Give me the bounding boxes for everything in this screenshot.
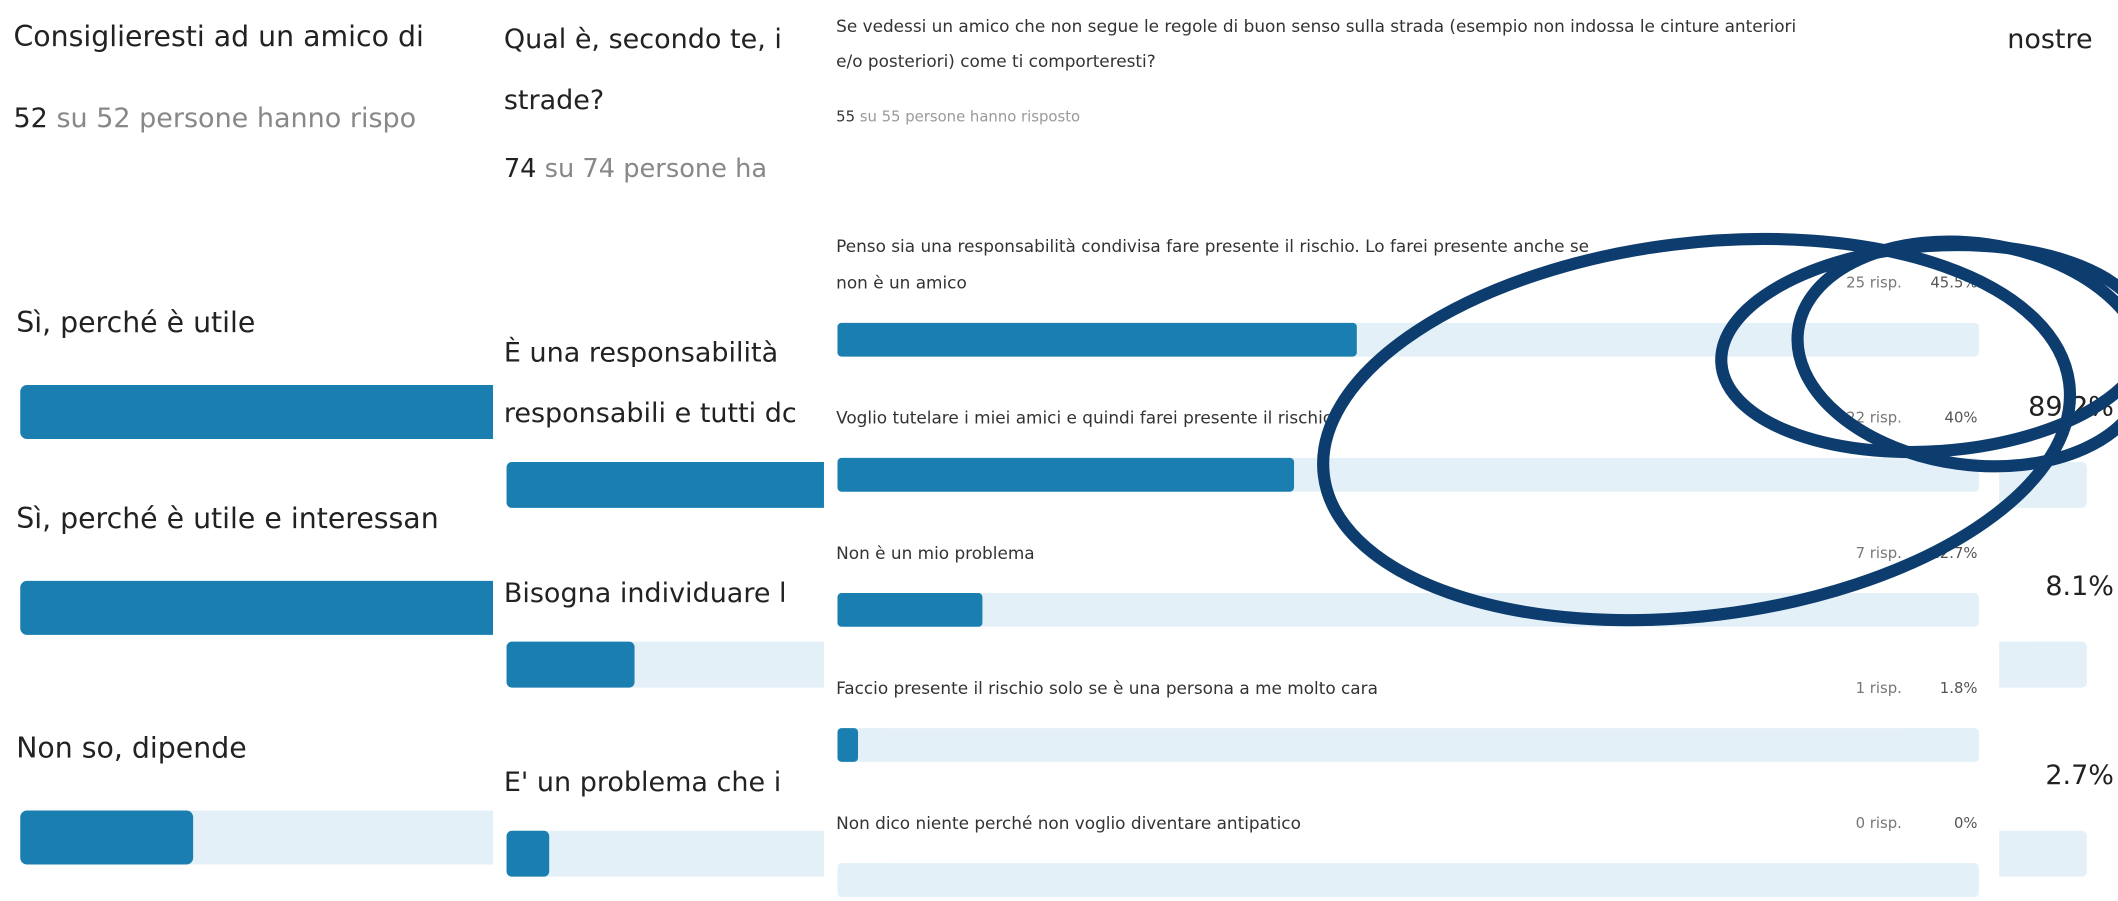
- question-title-end: nostre: [2007, 24, 2092, 55]
- response-count: 22 risp.: [1846, 409, 1902, 427]
- question-title: Qual è, secondo te, i: [504, 24, 782, 55]
- response-count: 1 risp.: [1856, 679, 1902, 697]
- response-count: 7 risp.: [1856, 544, 1902, 562]
- percent-label: 0%: [1954, 814, 1978, 832]
- count: 52: [14, 102, 48, 133]
- bar-track: [837, 728, 1979, 762]
- left-panel: Consiglieresti ad un amico di 52 su 52 pe…: [14, 20, 507, 865]
- count-rest: su 52 persone hanno rispo: [48, 102, 416, 133]
- option-label: responsabili e tutti dc: [504, 398, 797, 429]
- option-label: Penso sia una responsabilità condivisa f…: [836, 236, 1589, 256]
- count-rest: su 55 persone hanno risposto: [855, 108, 1080, 126]
- option-label: È una responsabilità: [504, 336, 778, 368]
- option-label: Non so, dipende: [16, 732, 246, 765]
- percent-label: 40%: [1945, 409, 1978, 427]
- option-label: non è un amico: [836, 273, 967, 293]
- option-label: Voglio tutelare i miei amici e quindi fa…: [836, 408, 1333, 428]
- response-count: 55 su 55 persone hanno risposto: [836, 108, 1080, 126]
- count: 74: [504, 153, 537, 183]
- percent-label: 8.1%: [2045, 571, 2114, 602]
- bar: [837, 593, 983, 627]
- option-label: Faccio presente il rischio solo se è una…: [836, 678, 1378, 698]
- option-label: Non è un mio problema: [836, 543, 1034, 563]
- bar: [20, 384, 507, 440]
- question-title: e/o posteriori) come ti comporteresti?: [836, 51, 1156, 71]
- question-title: Consiglieresti ad un amico di: [14, 20, 424, 53]
- response-count: 0 risp.: [1856, 814, 1902, 832]
- question-title: Se vedessi un amico che non segue le reg…: [836, 16, 1796, 36]
- option-label: E' un problema che i: [504, 767, 781, 798]
- question-title: strade?: [504, 85, 604, 116]
- response-count: 52 su 52 persone hanno rispo: [14, 102, 417, 133]
- bar: [20, 810, 194, 865]
- response-count: 25 risp.: [1846, 274, 1902, 292]
- option-label: Non dico niente perché non voglio divent…: [836, 813, 1301, 833]
- bar: [837, 457, 1295, 492]
- response-count: 74 su 74 persone ha: [504, 153, 767, 183]
- circle: [1791, 235, 2118, 473]
- percent-label: 2.7%: [2045, 760, 2114, 791]
- count-rest: su 74 persone ha: [536, 153, 767, 183]
- percent-label: 1.8%: [1940, 679, 1978, 697]
- panel-bg: [823, 0, 2000, 901]
- option-label: Sì, perché è utile: [16, 306, 255, 339]
- bar: [506, 641, 635, 688]
- bar: [506, 830, 550, 877]
- circle: [1317, 232, 2077, 627]
- right-panel: Se vedessi un amico che non segue le reg…: [823, 0, 2000, 901]
- bar: [837, 322, 1357, 357]
- option-label: Bisogna individuare l: [504, 578, 787, 609]
- bar-track: [837, 863, 1979, 897]
- option-label: Sì, perché è utile e interessan: [16, 502, 438, 535]
- count: 55: [836, 108, 855, 126]
- bar: [837, 728, 859, 762]
- annotation-circles: [1317, 232, 2118, 627]
- bar: [20, 580, 507, 635]
